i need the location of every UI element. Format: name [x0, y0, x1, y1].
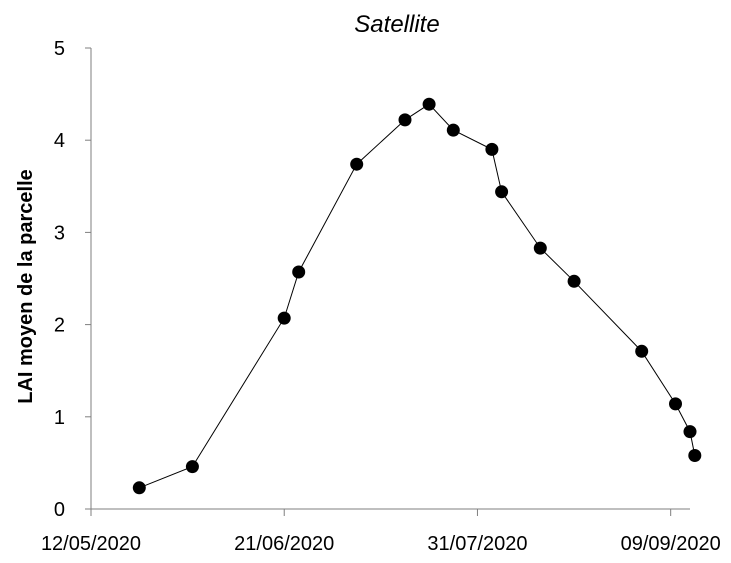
data-point [132, 481, 146, 495]
y-axis-label: LAI moyen de la parcelle [15, 169, 37, 404]
y-tick-label: 3 [54, 222, 65, 244]
y-tick-label: 1 [54, 407, 65, 429]
series-group [132, 97, 702, 495]
data-point [422, 97, 436, 111]
data-point [669, 397, 682, 411]
data-point [398, 113, 412, 127]
data-point [185, 460, 199, 474]
data-point [683, 425, 697, 439]
data-point [567, 274, 581, 288]
series-line [139, 103, 696, 489]
y-tick-label: 5 [54, 38, 65, 60]
chart-title: Satellite [354, 11, 439, 38]
data-point [350, 157, 364, 171]
data-point [495, 185, 509, 199]
y-tick-label: 0 [54, 499, 65, 521]
x-tick-label: 31/07/2020 [427, 533, 527, 555]
data-point [533, 241, 547, 255]
data-point [446, 123, 460, 137]
x-tick-label: 09/09/2020 [621, 533, 721, 555]
data-point [277, 311, 291, 325]
data-point [635, 344, 649, 358]
data-point [485, 142, 499, 156]
data-point [292, 265, 306, 279]
y-tick-label: 2 [54, 315, 65, 337]
x-tick-label: 21/06/2020 [234, 533, 334, 555]
y-tick-label: 4 [54, 130, 65, 152]
axes: 0 1 2 3 4 5 12/05/2020 21/06/2020 31/07/2020 09/0… [41, 38, 721, 555]
x-tick-label: 12/05/2020 [41, 533, 141, 555]
data-point [688, 449, 702, 462]
